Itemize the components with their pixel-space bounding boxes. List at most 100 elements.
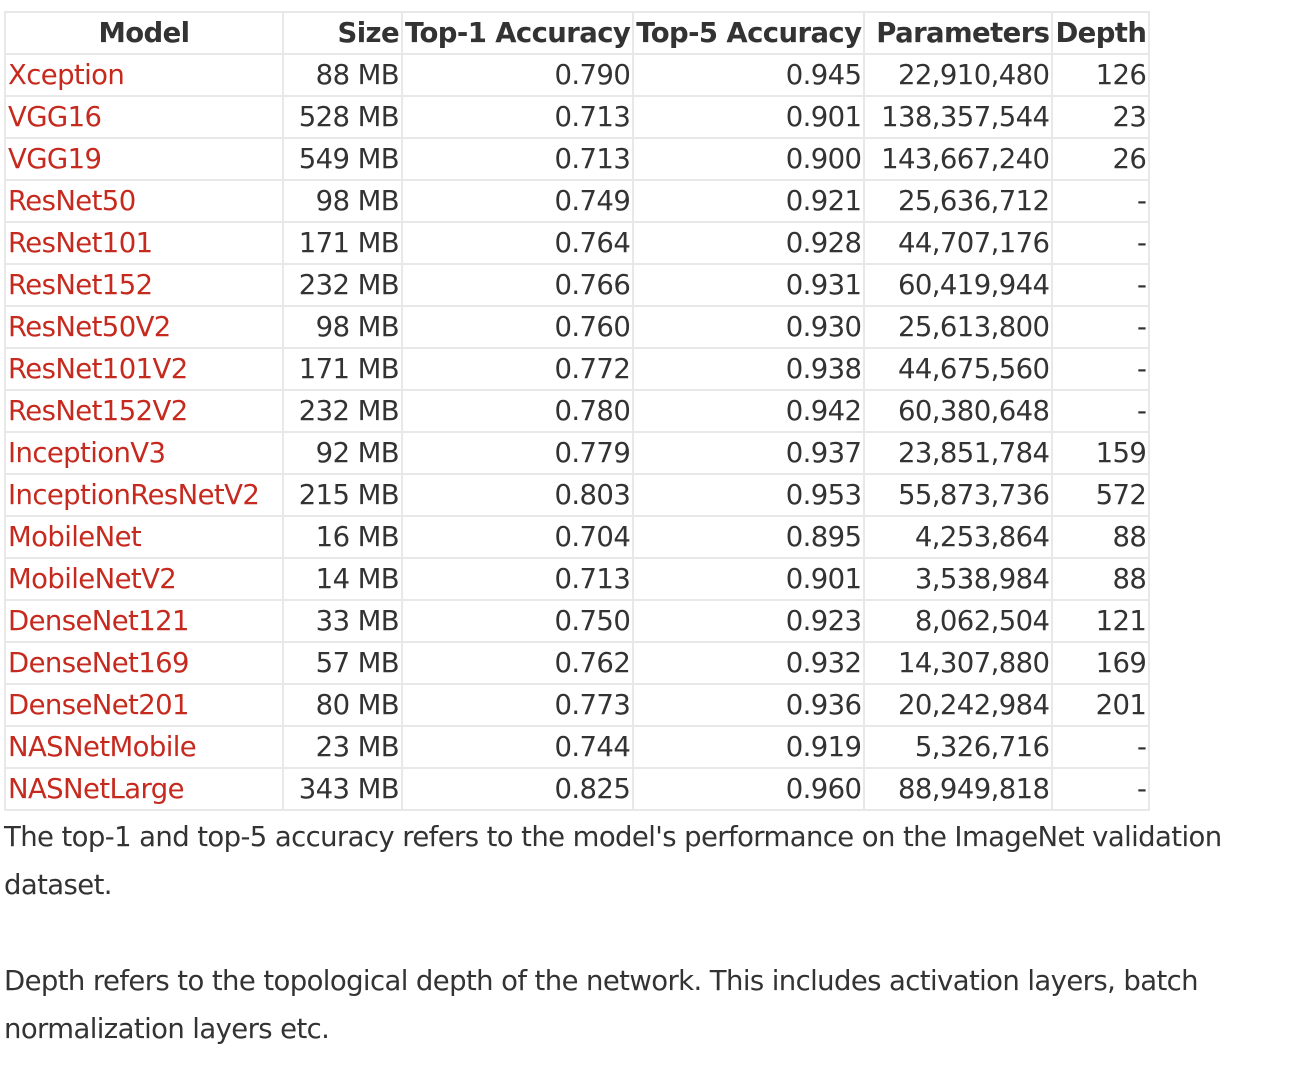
parameters-cell: 22,910,480 (863, 53, 1054, 97)
depth-cell: - (1051, 221, 1151, 265)
top5-accuracy-cell: 0.928 (632, 221, 866, 265)
size-cell: 215 MB (282, 473, 403, 517)
models-table: Model Size Top-1 Accuracy Top-5 Accuracy… (4, 11, 1151, 811)
model-cell: NASNetMobile (4, 725, 284, 769)
table-row: VGG19 549 MB 0.713 0.900 143,667,240 26 (4, 137, 1151, 181)
table-row: DenseNet121 33 MB 0.750 0.923 8,062,504 121 (4, 599, 1151, 643)
depth-cell: 126 (1051, 53, 1151, 97)
model-cell: NASNetLarge (4, 767, 284, 811)
top5-accuracy-cell: 0.901 (632, 95, 866, 139)
top5-accuracy-cell: 0.901 (632, 557, 866, 601)
top1-accuracy-cell: 0.772 (400, 347, 635, 391)
model-link[interactable]: VGG19 (8, 143, 102, 175)
model-link[interactable]: ResNet152V2 (8, 395, 188, 427)
top1-accuracy-cell: 0.803 (400, 473, 635, 517)
top1-accuracy-cell: 0.750 (400, 599, 635, 643)
top5-accuracy-cell: 0.932 (632, 641, 866, 685)
table-row: ResNet101 171 MB 0.764 0.928 44,707,176- (4, 221, 1151, 265)
model-link[interactable]: MobileNet (8, 521, 142, 553)
depth-cell: 23 (1051, 95, 1151, 139)
depth-cell: - (1051, 305, 1151, 349)
table-row: InceptionResNetV2 215 MB 0.803 0.953 55,873,… (4, 473, 1151, 517)
top1-accuracy-cell: 0.762 (400, 641, 635, 685)
table-row: ResNet50 98 MB 0.749 0.921 25,636,712- (4, 179, 1151, 223)
header-top5-accuracy: Top-5 Accuracy (632, 11, 866, 55)
table-row: VGG16 528 MB 0.713 0.901 138,357,544 23 (4, 95, 1151, 139)
size-cell: 92 MB (282, 431, 403, 475)
size-cell: 57 MB (282, 641, 403, 685)
model-link[interactable]: NASNetMobile (8, 731, 197, 763)
model-link[interactable]: ResNet101V2 (8, 353, 188, 385)
model-cell: MobileNet (4, 515, 284, 559)
depth-cell: 121 (1051, 599, 1151, 643)
top1-accuracy-cell: 0.766 (400, 263, 635, 307)
size-cell: 549 MB (282, 137, 403, 181)
model-cell: ResNet152V2 (4, 389, 284, 433)
header-size: Size (282, 11, 403, 55)
size-cell: 171 MB (282, 221, 403, 265)
top1-accuracy-cell: 0.749 (400, 179, 635, 223)
model-cell: ResNet101V2 (4, 347, 284, 391)
parameters-cell: 44,707,176 (863, 221, 1054, 265)
size-cell: 528 MB (282, 95, 403, 139)
table-row: NASNetLarge 343 MB 0.825 0.960 88,949,818- (4, 767, 1151, 811)
parameters-cell: 20,242,984 (863, 683, 1054, 727)
model-cell: MobileNetV2 (4, 557, 284, 601)
model-link[interactable]: ResNet50V2 (8, 311, 171, 343)
model-cell: InceptionV3 (4, 431, 284, 475)
model-link[interactable]: NASNetLarge (8, 773, 184, 805)
model-link[interactable]: DenseNet121 (8, 605, 190, 637)
model-link[interactable]: DenseNet201 (8, 689, 190, 721)
depth-cell: 88 (1051, 515, 1151, 559)
model-link[interactable]: MobileNetV2 (8, 563, 177, 595)
model-link[interactable]: InceptionV3 (8, 437, 166, 469)
model-cell: DenseNet201 (4, 683, 284, 727)
model-cell: DenseNet169 (4, 641, 284, 685)
model-link[interactable]: DenseNet169 (8, 647, 190, 679)
depth-cell: 26 (1051, 137, 1151, 181)
header-row: Model Size Top-1 Accuracy Top-5 Accuracy… (4, 11, 1151, 55)
model-cell: ResNet50 (4, 179, 284, 223)
depth-cell: 169 (1051, 641, 1151, 685)
size-cell: 232 MB (282, 389, 403, 433)
header-top1-accuracy: Top-1 Accuracy (400, 11, 635, 55)
top5-accuracy-cell: 0.942 (632, 389, 866, 433)
depth-cell: - (1051, 767, 1151, 811)
parameters-cell: 143,667,240 (863, 137, 1054, 181)
table-row: MobileNetV2 14 MB 0.713 0.901 3,538,984 88 (4, 557, 1151, 601)
top5-accuracy-cell: 0.921 (632, 179, 866, 223)
model-link[interactable]: VGG16 (8, 101, 102, 133)
top1-accuracy-cell: 0.825 (400, 767, 635, 811)
model-link[interactable]: Xception (8, 59, 125, 91)
parameters-cell: 25,636,712 (863, 179, 1054, 223)
top5-accuracy-cell: 0.895 (632, 515, 866, 559)
parameters-cell: 4,253,864 (863, 515, 1054, 559)
depth-cell: - (1051, 179, 1151, 223)
top5-accuracy-cell: 0.923 (632, 599, 866, 643)
depth-cell: 88 (1051, 557, 1151, 601)
top1-accuracy-cell: 0.790 (400, 53, 635, 97)
parameters-cell: 14,307,880 (863, 641, 1054, 685)
header-parameters: Parameters (863, 11, 1054, 55)
table-row: ResNet50V2 98 MB 0.760 0.930 25,613,800- (4, 305, 1151, 349)
model-cell: InceptionResNetV2 (4, 473, 284, 517)
model-link[interactable]: InceptionResNetV2 (8, 479, 260, 511)
top5-accuracy-cell: 0.937 (632, 431, 866, 475)
top1-accuracy-cell: 0.713 (400, 557, 635, 601)
model-link[interactable]: ResNet101 (8, 227, 153, 259)
top5-accuracy-cell: 0.919 (632, 725, 866, 769)
size-cell: 232 MB (282, 263, 403, 307)
table-row: InceptionV3 92 MB 0.779 0.937 23,851,784 159 (4, 431, 1151, 475)
size-cell: 33 MB (282, 599, 403, 643)
depth-cell: - (1051, 347, 1151, 391)
depth-cell: - (1051, 725, 1151, 769)
header-depth: Depth (1051, 11, 1151, 55)
top1-accuracy-cell: 0.780 (400, 389, 635, 433)
model-link[interactable]: ResNet50 (8, 185, 136, 217)
size-cell: 88 MB (282, 53, 403, 97)
parameters-cell: 88,949,818 (863, 767, 1054, 811)
top1-accuracy-cell: 0.713 (400, 137, 635, 181)
table-row: ResNet152 232 MB 0.766 0.931 60,419,944- (4, 263, 1151, 307)
model-link[interactable]: ResNet152 (8, 269, 153, 301)
model-cell: VGG19 (4, 137, 284, 181)
